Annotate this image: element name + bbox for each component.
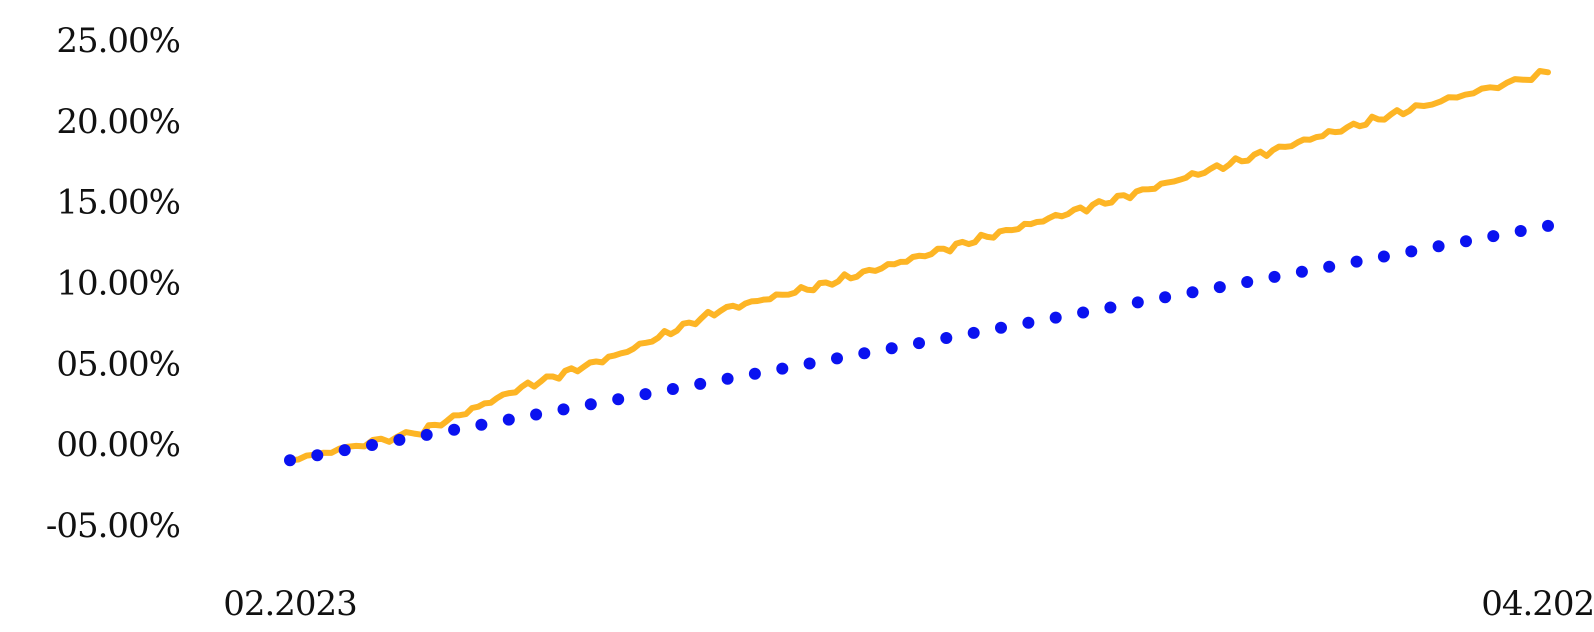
- series-dot: [940, 332, 953, 344]
- series-dot: [776, 362, 789, 375]
- series-dot: [311, 449, 324, 462]
- series-dot: [1487, 230, 1500, 243]
- series-dot: [1241, 276, 1254, 288]
- series-dot: [284, 454, 296, 467]
- series-dot: [721, 372, 734, 385]
- series-dot: [967, 326, 980, 339]
- series-dot: [1049, 311, 1062, 324]
- series-dot: [1295, 265, 1308, 278]
- series-dot: [1350, 255, 1363, 268]
- series-dot: [420, 428, 433, 441]
- x-axis-ticks: 02.2023 04.2026: [223, 584, 1594, 624]
- series-dot: [1104, 301, 1117, 314]
- series-dot: [448, 423, 461, 436]
- series-dot: [1405, 245, 1418, 258]
- y-tick-label: 05.00%: [56, 344, 180, 384]
- series-dot: [913, 337, 925, 350]
- series-dot: [694, 377, 707, 390]
- series-dot: [1159, 291, 1172, 304]
- series-dot: [1432, 240, 1445, 253]
- series-dot: [1077, 306, 1090, 319]
- series-dot: [1131, 296, 1144, 309]
- series-dot: [557, 403, 570, 416]
- series-dot: [502, 413, 515, 426]
- series-dot: [639, 388, 652, 401]
- series-dot: [803, 357, 816, 370]
- y-tick-label: 20.00%: [56, 102, 180, 142]
- series-dot: [1268, 270, 1281, 283]
- series-dot: [1377, 250, 1390, 263]
- series-dot: [612, 393, 625, 406]
- y-tick-label: -05.00%: [46, 506, 180, 546]
- series-dot: [1514, 225, 1527, 237]
- series-dot: [831, 352, 843, 365]
- y-axis-ticks: 25.00% 20.00% 15.00% 10.00% 05.00% 00.00…: [46, 21, 181, 546]
- series-dot: [1186, 286, 1199, 299]
- x-tick-label-start: 02.2023: [223, 584, 357, 624]
- series-dot: [748, 367, 761, 380]
- series-dot: [338, 444, 351, 457]
- series-dot: [475, 418, 488, 431]
- series-dot: [1542, 219, 1554, 232]
- series-dot: [530, 408, 543, 421]
- series-dot: [584, 398, 597, 411]
- series-dot: [858, 347, 871, 360]
- y-tick-label: 15.00%: [56, 183, 180, 223]
- series-layer: [284, 68, 1554, 467]
- series-dot: [366, 439, 378, 451]
- x-tick-label-end: 04.2026: [1481, 584, 1594, 624]
- series-dot: [666, 383, 679, 395]
- series-dot: [1323, 260, 1336, 273]
- series-dot: [1022, 316, 1035, 329]
- series-line-solid: [287, 68, 1551, 464]
- series-dot: [1213, 281, 1226, 294]
- series-dot: [1460, 235, 1472, 248]
- series-dot: [995, 321, 1007, 334]
- series-dot: [393, 433, 406, 446]
- y-tick-label: 25.00%: [56, 21, 180, 61]
- y-tick-label: 10.00%: [56, 264, 180, 304]
- series-dot: [885, 342, 898, 355]
- y-tick-label: 00.00%: [56, 425, 180, 465]
